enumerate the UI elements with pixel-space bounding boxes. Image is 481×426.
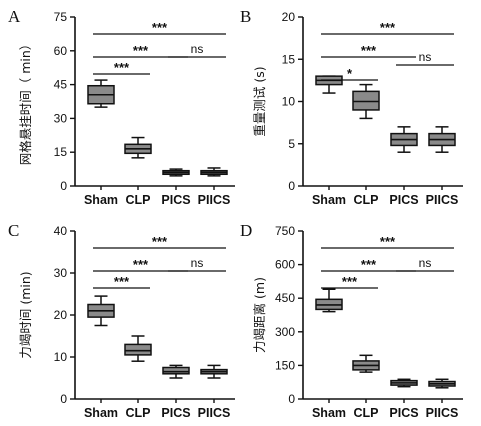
- significance-label: ***: [152, 20, 168, 35]
- box-pics: [162, 364, 190, 379]
- panel-d: D 0 150 300 450 600 750 力竭距离 (m) Sham CLP PICS PIIC…: [240, 221, 463, 420]
- significance-label: ***: [361, 43, 377, 58]
- iqr-box: [352, 90, 380, 111]
- iqr-box: [124, 343, 152, 356]
- x-tick-label-sham: Sham: [84, 193, 118, 207]
- y-tick-label: 5: [288, 137, 295, 151]
- x-tick-label-clp: CLP: [126, 193, 151, 207]
- significance-label: ***: [361, 257, 377, 272]
- iqr-box: [162, 366, 190, 375]
- x-tick-label-piics: PIICS: [426, 406, 459, 420]
- box-pics: [390, 378, 418, 388]
- box-piics: [200, 167, 228, 177]
- y-tick-label: 40: [54, 224, 68, 238]
- x-tick-label-piics: PIICS: [198, 406, 231, 420]
- y-tick-label: 60: [54, 44, 68, 58]
- significance-label: ***: [114, 274, 130, 289]
- y-tick-label: 10: [282, 95, 296, 109]
- y-tick-label: 10: [54, 350, 68, 364]
- panel-letter: A: [8, 7, 21, 26]
- x-tick-label-pics: PICS: [389, 193, 418, 207]
- x-tick-label-clp: CLP: [126, 406, 151, 420]
- significance-label: ns: [191, 256, 204, 270]
- y-tick-label: 20: [282, 10, 296, 24]
- y-axis-label: 力竭时间 (min): [18, 271, 33, 358]
- box-clp: [124, 136, 152, 159]
- x-tick-label-pics: PICS: [161, 193, 190, 207]
- y-tick-label: 300: [275, 325, 295, 339]
- box-sham: [87, 295, 115, 327]
- significance-label: ns: [191, 42, 204, 56]
- x-tick-label-clp: CLP: [354, 406, 379, 420]
- significance-label: ***: [342, 274, 358, 289]
- y-tick-label: 0: [288, 392, 295, 406]
- box-sham: [315, 288, 343, 313]
- y-tick-label: 0: [288, 179, 295, 193]
- y-tick-label: 15: [54, 145, 68, 159]
- y-tick-label: 30: [54, 266, 68, 280]
- significance-label: ns: [419, 256, 432, 270]
- y-tick-label: 750: [275, 224, 295, 238]
- box-piics: [428, 378, 456, 389]
- box-clp: [352, 354, 380, 373]
- y-tick-label: 0: [60, 392, 67, 406]
- significance-label: *: [347, 66, 353, 81]
- x-tick-label-sham: Sham: [84, 406, 118, 420]
- y-tick-label: 75: [54, 10, 68, 24]
- significance-label: ***: [380, 20, 396, 35]
- panel-letter: B: [240, 7, 251, 26]
- box-pics: [390, 126, 418, 153]
- y-tick-label: 0: [60, 179, 67, 193]
- y-tick-label: 15: [282, 52, 296, 66]
- box-piics: [428, 126, 456, 153]
- x-tick-label-clp: CLP: [354, 193, 379, 207]
- significance-label: ***: [114, 60, 130, 75]
- significance-label: ***: [133, 43, 149, 58]
- x-tick-label-sham: Sham: [312, 193, 346, 207]
- y-axis-label: 重量测试 (s): [252, 66, 267, 136]
- significance-label: ***: [133, 257, 149, 272]
- significance-label: ns: [419, 50, 432, 64]
- panel-letter: C: [8, 221, 19, 240]
- y-tick-label: 20: [54, 308, 68, 322]
- y-tick-label: 30: [54, 111, 68, 125]
- y-axis-label: 网格悬挂时间（ min）: [18, 38, 33, 166]
- panel-a: A 0 15 30 45 60 75 网格悬挂时间（ min） Sham CLP PICS PIICS…: [8, 7, 235, 207]
- y-tick-label: 600: [275, 258, 295, 272]
- x-tick-label-pics: PICS: [161, 406, 190, 420]
- x-tick-label-pics: PICS: [389, 406, 418, 420]
- box-pics: [162, 168, 190, 177]
- significance-label: ***: [152, 234, 168, 249]
- y-tick-label: 150: [275, 358, 295, 372]
- y-tick-label: 450: [275, 291, 295, 305]
- y-axis-label: 力竭距离 (m): [252, 277, 267, 353]
- x-tick-label-sham: Sham: [312, 406, 346, 420]
- box-piics: [200, 364, 228, 379]
- x-tick-label-piics: PIICS: [426, 193, 459, 207]
- panel-letter: D: [240, 221, 252, 240]
- y-tick-label: 45: [54, 78, 68, 92]
- box-clp: [352, 83, 380, 120]
- significance-label: ***: [380, 234, 396, 249]
- box-clp: [124, 335, 152, 362]
- x-tick-label-piics: PIICS: [198, 193, 231, 207]
- box-sham: [87, 79, 115, 108]
